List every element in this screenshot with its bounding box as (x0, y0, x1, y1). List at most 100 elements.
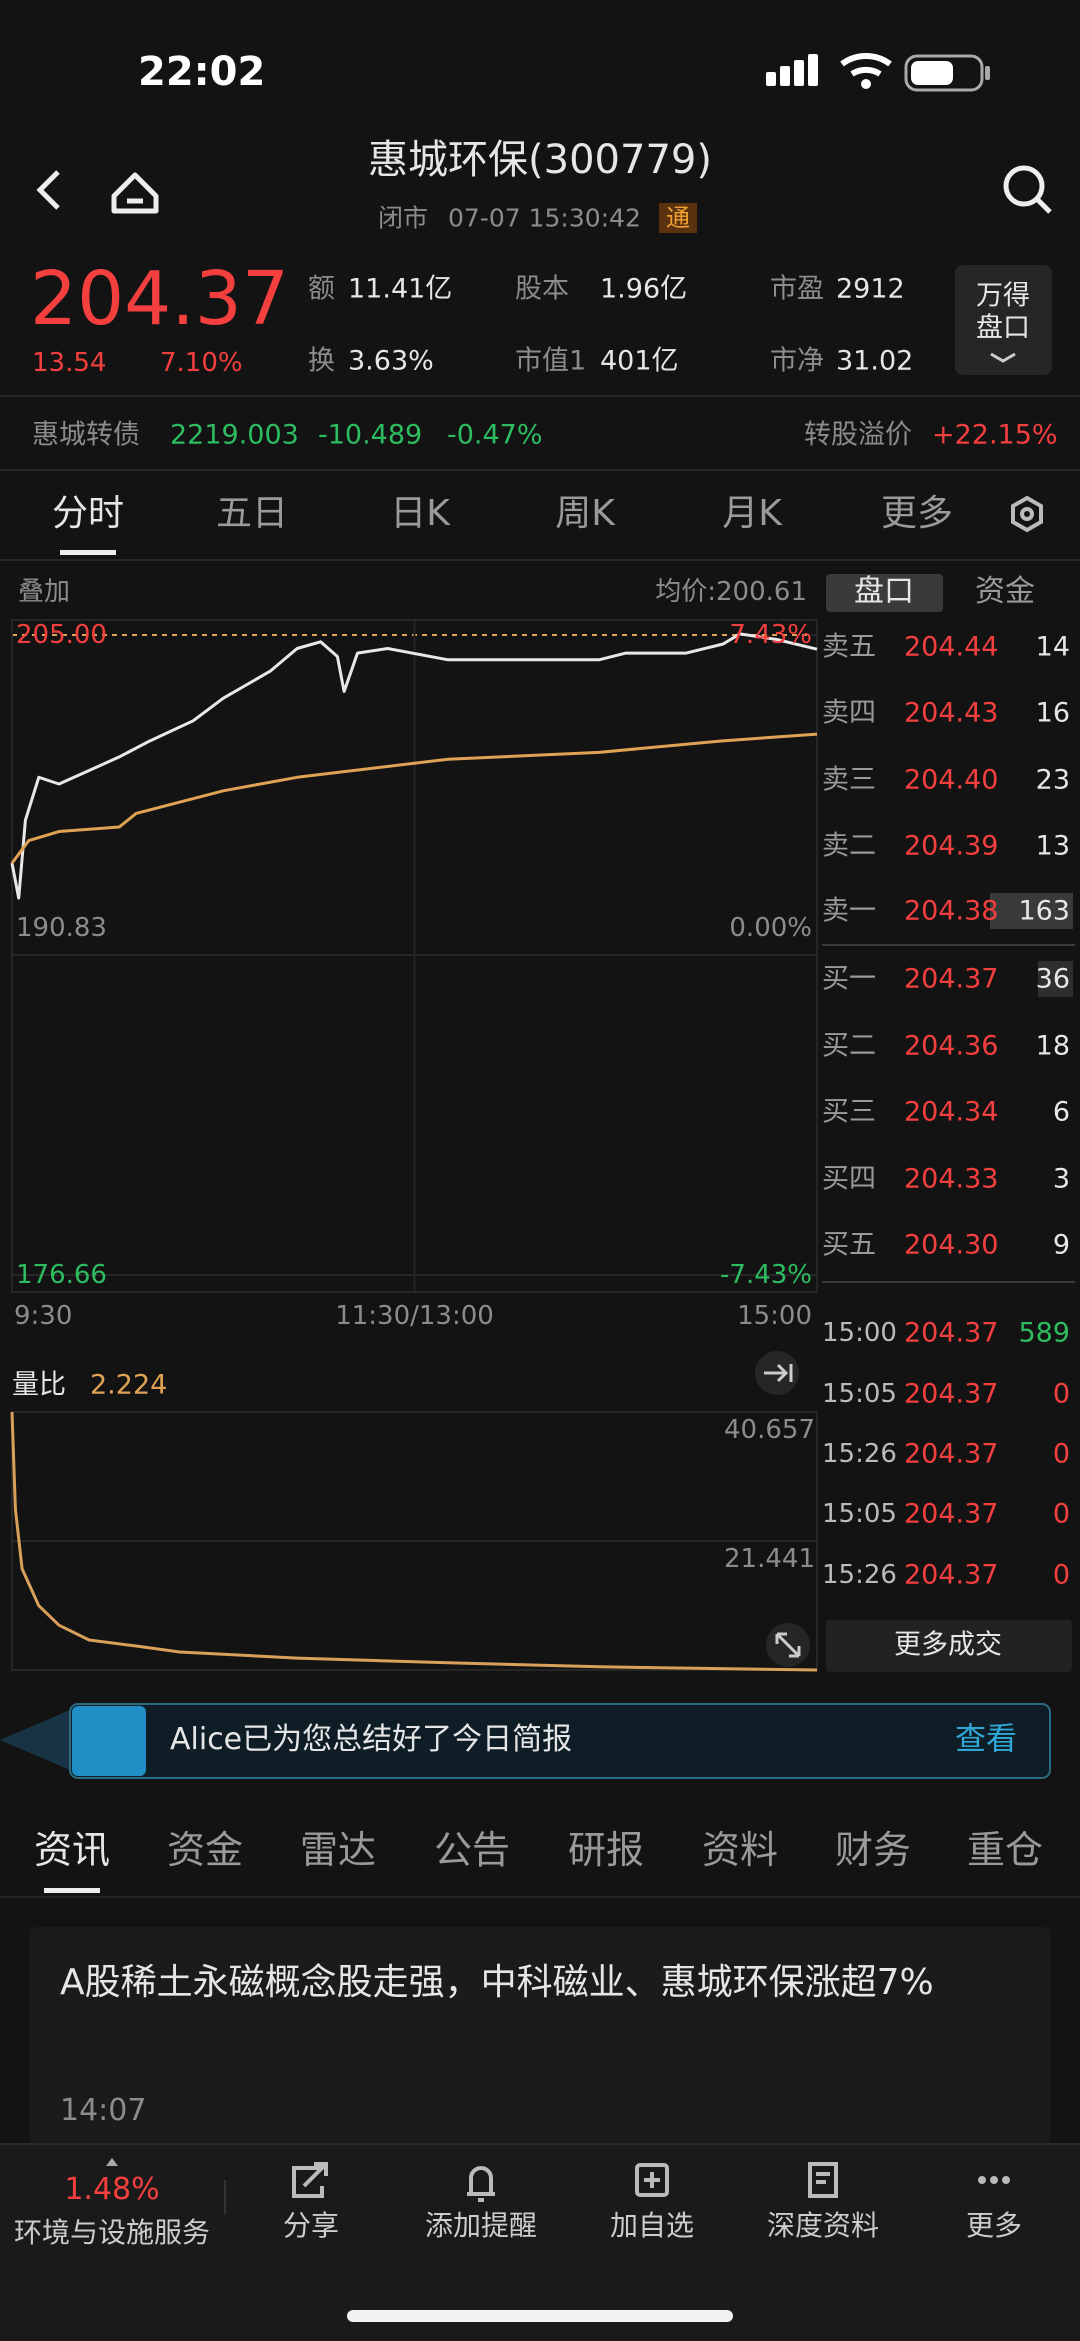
trade-time: 15:00 (822, 1318, 897, 1348)
stat-value: 11.41亿 (348, 273, 453, 305)
trade-price: 204.37 (904, 1438, 999, 1470)
more-trades-button[interactable] (826, 1620, 1072, 1672)
news-tab[interactable]: 资金 (166, 1828, 244, 1872)
bottom-action[interactable]: 深度资料 (766, 2209, 880, 2242)
y-tick-label: 205.00 (16, 620, 107, 650)
trade-time: 15:26 (822, 1439, 897, 1469)
y2-tick-label: 7.43% (729, 620, 812, 650)
bottom-action[interactable]: 分享 (282, 2209, 340, 2242)
chart-tab[interactable]: 分时 (51, 493, 125, 534)
news-title[interactable]: A股稀土永磁概念股走强，中科磁业、惠城环保涨超7% (60, 1962, 934, 2003)
book-level: 买一 (822, 963, 876, 995)
price-change: 13.54 (32, 348, 107, 378)
book-level: 买二 (822, 1030, 876, 1062)
book-price: 204.33 (904, 1163, 999, 1195)
back-icon[interactable] (36, 170, 60, 210)
news-tab[interactable]: 资讯 (33, 1828, 111, 1872)
home-indicator (347, 2310, 733, 2322)
book-price: 204.40 (904, 764, 999, 796)
stat-label: 额 (308, 273, 335, 305)
chart-tab[interactable]: 周K (555, 493, 615, 534)
book-level: 买三 (822, 1096, 876, 1128)
more-trades[interactable]: 更多成交 (894, 1629, 1002, 1661)
stat-value: 401亿 (600, 345, 679, 377)
y-tick-label: 176.66 (16, 1260, 107, 1290)
news-card[interactable] (30, 1927, 1050, 2167)
series-line (10, 1411, 818, 1672)
news-tab[interactable]: 重仓 (966, 1828, 1044, 1872)
settings-icon[interactable] (1011, 495, 1043, 533)
volume-ratio-value: 2.224 (90, 1369, 168, 1401)
news-time: 14:07 (60, 2093, 147, 2128)
stat-value: 2912 (836, 273, 905, 305)
trade-time: 15:05 (822, 1499, 897, 1529)
stat-value: 1.96亿 (600, 273, 688, 305)
overlay-button[interactable]: 叠加 (18, 577, 71, 607)
bond-change: -10.489 (318, 419, 423, 451)
y2-tick-label: 0.00% (729, 913, 812, 943)
news-tab[interactable]: 雷达 (299, 1828, 377, 1872)
chart-tab[interactable]: 月K (722, 493, 782, 534)
chart-tab[interactable]: 更多 (880, 493, 954, 534)
banner-action[interactable]: 查看 (955, 1721, 1017, 1758)
news-tab[interactable]: 财务 (834, 1828, 912, 1872)
sector-name[interactable]: 环境与设施服务 (13, 2216, 211, 2249)
bottom-action[interactable]: 更多 (965, 2209, 1023, 2242)
book-price: 204.39 (904, 830, 999, 862)
banner-text[interactable]: Alice已为您总结好了今日简报 (170, 1722, 573, 1757)
expand-icon[interactable] (766, 1623, 810, 1667)
series-line (10, 732, 818, 864)
chart-tab[interactable]: 日K (390, 493, 450, 534)
badge: 通 (666, 204, 690, 232)
x-tick-label: 15:00 (737, 1301, 812, 1331)
search-icon[interactable] (1003, 165, 1052, 214)
panel-tab-active[interactable] (826, 574, 943, 612)
chevron (990, 352, 1016, 363)
trade-price: 204.37 (904, 1378, 999, 1410)
book-level: 买四 (822, 1163, 876, 1195)
bottom-action[interactable]: 加自选 (609, 2209, 695, 2242)
wind-button-label[interactable]: 万得 (976, 280, 1030, 312)
price-change-pct: 7.10% (160, 348, 243, 378)
book-level: 卖四 (822, 697, 876, 729)
news-tab[interactable]: 研报 (567, 1828, 645, 1872)
stat-label: 股本 (515, 273, 569, 305)
chart-tab[interactable]: 五日 (215, 493, 289, 534)
premium-value: +22.15% (932, 419, 1058, 451)
panel-tab[interactable]: 资金 (975, 574, 1035, 609)
home-icon[interactable] (111, 172, 159, 214)
bottom-icons (292, 2162, 1010, 2202)
bottom-action[interactable]: 添加提醒 (424, 2209, 538, 2242)
book-volume: 13 (1035, 830, 1070, 862)
collapse-icon[interactable] (755, 1351, 799, 1395)
book-volume: 3 (1052, 1163, 1070, 1195)
book-level: 卖五 (822, 631, 876, 663)
book-price: 204.36 (904, 1030, 999, 1062)
stat-value: 3.63% (348, 345, 434, 377)
banner[interactable] (0, 1703, 1051, 1779)
y-tick-label: 190.83 (16, 913, 107, 943)
wind-button-label[interactable]: 盘口 (976, 312, 1030, 344)
avg-price-value: 200.61 (716, 577, 807, 607)
panel-tab[interactable]: 盘口 (854, 574, 914, 609)
news-tab-underline (44, 1888, 100, 1893)
stat-label: 市盈 (770, 273, 824, 305)
up-arrow (106, 2158, 118, 2166)
bond-change-pct: -0.47% (447, 419, 543, 451)
y-tick-label: 40.657 (724, 1415, 815, 1445)
news-tab[interactable]: 资料 (701, 1828, 779, 1872)
book-volume: 36 (1035, 963, 1070, 995)
news-tab[interactable]: 公告 (433, 1828, 511, 1872)
clock: 22:02 (138, 49, 266, 95)
timestamp: 07-07 15:30:42 (448, 203, 641, 233)
bond-price: 2219.003 (170, 419, 299, 451)
volume-highlight (990, 893, 1073, 929)
x-tick-label: 11:30/13:00 (335, 1301, 494, 1331)
dividers (0, 395, 1080, 1898)
wind-button[interactable] (955, 265, 1052, 375)
last-price: 204.37 (30, 256, 289, 342)
book-volume: 9 (1052, 1229, 1070, 1261)
stock-title: 惠城环保(300779) (368, 137, 712, 183)
